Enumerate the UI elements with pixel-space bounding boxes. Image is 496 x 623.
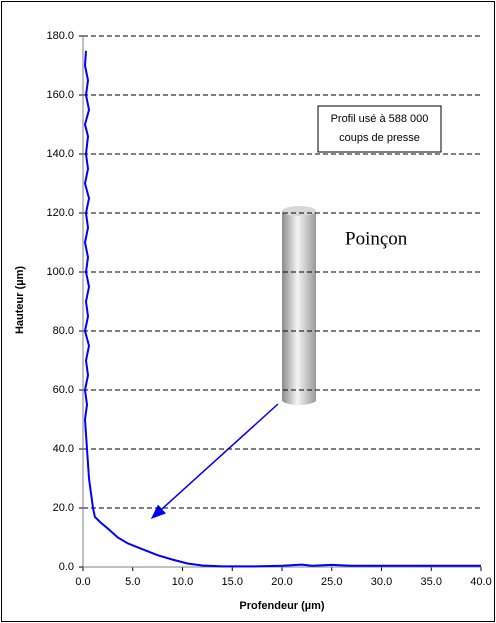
x-tick-label: 30.0 (371, 576, 392, 588)
x-tick-label: 25.0 (321, 576, 342, 588)
punch-illustration (282, 206, 316, 405)
y-tick-label: 40.0 (53, 443, 74, 455)
arrow (152, 404, 278, 518)
y-tick-label: 20.0 (53, 502, 74, 514)
y-tick-label: 100.0 (46, 266, 74, 278)
cylinder-top (282, 206, 316, 216)
x-tick-label: 0.0 (75, 576, 90, 588)
annotation-text: Profil usé à 588 000 (331, 113, 429, 125)
y-tick-label: 160.0 (46, 89, 74, 101)
cylinder-bottom (282, 395, 316, 405)
x-tick-label: 10.0 (172, 576, 193, 588)
x-tick-label: 5.0 (125, 576, 140, 588)
y-tick-label: 140.0 (46, 148, 74, 160)
x-tick-label: 35.0 (421, 576, 442, 588)
y-tick-label: 120.0 (46, 207, 74, 219)
y-tick-label: 0.0 (59, 561, 74, 573)
chart: Hauteur (µm) Profendeur (µm) Poinçon Pro… (0, 0, 496, 623)
y-tick-label: 180.0 (46, 30, 74, 42)
x-axis-label: Profendeur (µm) (239, 600, 325, 612)
y-axis-label: Hauteur (µm) (14, 266, 26, 334)
x-tick-label: 40.0 (470, 576, 491, 588)
cylinder-body (282, 211, 316, 400)
annotation-text: coups de presse (339, 132, 420, 144)
y-tick-label: 80.0 (53, 325, 74, 337)
x-tick-label: 15.0 (222, 576, 243, 588)
y-tick-label: 60.0 (53, 384, 74, 396)
punch-label: Poinçon (345, 228, 408, 249)
x-tick-label: 20.0 (271, 576, 292, 588)
